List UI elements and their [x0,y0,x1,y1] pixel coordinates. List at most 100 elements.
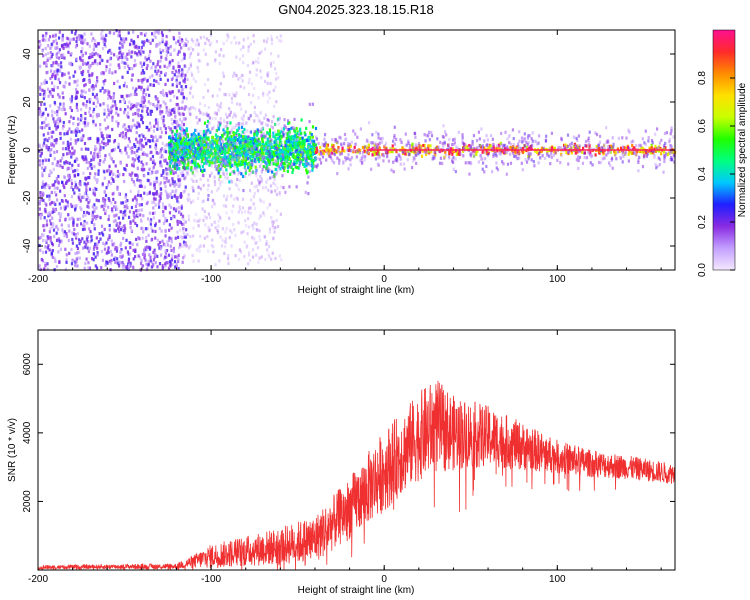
spectrogram-cell [286,128,289,132]
spectrogram-cell [663,147,666,151]
spectrogram-cell [141,163,145,167]
spectrogram-cell [76,117,80,121]
spectrogram-cell [99,216,102,220]
spectrogram-cell [508,152,512,156]
spectrogram-cell [117,192,121,196]
spectrogram-cell [168,136,171,140]
spectrogram-cell [60,223,63,227]
spectrogram-cell [374,157,378,161]
spectrogram-cell [228,113,231,117]
spectrogram-cell [183,129,186,133]
spectrogram-cell [85,183,88,187]
spectrogram-cell [264,156,267,160]
spectrogram-cell [127,52,131,56]
spectrogram-cell [407,153,410,157]
spectrogram-cell [101,199,104,203]
spectrogram-cell [299,143,302,147]
spectrogram-cell [143,167,146,172]
spectrogram-cell [267,150,270,154]
spectrogram-cell [87,201,90,205]
spectrogram-cell [254,151,257,155]
spectrogram-cell [152,159,155,163]
spectrogram-cell [70,182,74,186]
spectrogram-cell [107,139,110,143]
spectrogram-cell [185,43,188,47]
spectrogram-cell [221,147,225,151]
spectrogram-cell [181,222,184,226]
spectrogram-cell [150,238,153,242]
spectrogram-cell [148,253,151,257]
spectrogram-cell [641,137,644,141]
spectrogram-cell [72,74,75,78]
spectrogram-cell [63,230,67,234]
spectrogram-cell [47,145,50,150]
spectrogram-cell [265,145,268,150]
spectrogram-cell [165,35,168,39]
spectrogram-cell [75,36,78,40]
spectrogram-cell [72,221,75,225]
spectrogram-cell [38,112,41,116]
spectrogram-cell [180,85,183,89]
spectrogram-cell [61,165,64,169]
spectrogram-cell [177,259,180,264]
spectrogram-cell [169,160,172,165]
spectrogram-cell [188,145,191,149]
spectrogram-cell [386,155,389,159]
spectrogram-cell [164,205,167,209]
spectrogram-cell [145,141,148,145]
spectrogram-cell [296,135,299,140]
spectrogram-cell [606,145,610,149]
spectrogram-cell [171,215,174,219]
spectrogram-cell [151,192,155,196]
spectrogram-cell [212,146,215,150]
spectrogram-cell [543,156,547,161]
spectrogram-cell [581,161,585,165]
spectrogram-cell [192,149,195,154]
spectrogram-cell [254,137,257,141]
spectrogram-cell [244,149,247,153]
spectrogram-cell [472,152,476,156]
spectrogram-cell [175,163,179,167]
spectrogram-cell [85,160,88,164]
spectrogram-cell [498,151,501,155]
spectrogram-cell [111,207,114,211]
spectrogram-cell [480,127,483,131]
spectrogram-cell [486,153,490,157]
spectrogram-cell [82,246,85,250]
spectrogram-cell [234,155,237,159]
spectrogram-cell [88,227,91,231]
spectrogram-cell [511,128,515,132]
spectrogram-cell [50,141,53,146]
spectrogram-cell [364,145,367,149]
spectrogram-cell [514,151,517,155]
spectrogram-cell [86,123,89,127]
spectrogram-cell [505,150,509,155]
spectrogram-cell [197,146,200,150]
spectrogram-cell [75,126,78,131]
spectrogram-cell [127,155,130,159]
spectrogram-cell [53,201,56,205]
spectrogram-cell [236,150,239,154]
spectrogram-cell [100,249,104,254]
spectrogram-cell [42,133,45,137]
spectrogram-cell [78,197,81,201]
spectrogram-cell [310,157,313,161]
spectrogram-cell [346,156,349,160]
spectrogram-cell [167,266,171,270]
spectrogram-cell [167,46,170,50]
spectrogram-cell [347,148,351,153]
spectrogram-cell [195,152,198,156]
spectrogram-cell [149,112,152,116]
spectrogram-cell [225,168,228,172]
spectrogram-cell [469,154,473,158]
spectrogram-cell [267,119,270,123]
spectrogram-cell [503,150,507,155]
spectrogram-cell [48,248,51,252]
spectrogram-cell [242,141,245,145]
spectrogram-cell [80,89,83,93]
spectrogram-cell [425,147,428,151]
spectrogram-cell [164,249,167,253]
spectrogram-cell [162,205,165,209]
spectrogram-cell [152,197,156,201]
spectrogram-cell [153,180,156,184]
